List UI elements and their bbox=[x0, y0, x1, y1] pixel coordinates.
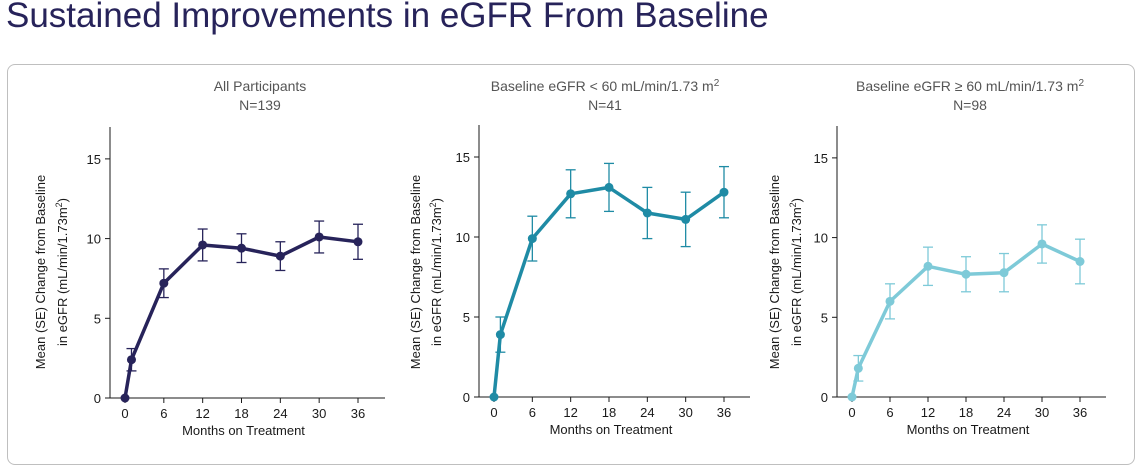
data-point bbox=[489, 392, 499, 402]
x-tick-label: 18 bbox=[959, 405, 973, 420]
data-point bbox=[495, 330, 505, 340]
y-axis-title-line-2: in eGFR (mL/min/1.73m2) bbox=[788, 198, 804, 346]
x-tick-label: 36 bbox=[1073, 405, 1087, 420]
data-point bbox=[353, 237, 363, 247]
data-point bbox=[847, 392, 857, 402]
x-tick-label: 6 bbox=[886, 405, 893, 420]
y-tick-label: 15 bbox=[456, 150, 470, 165]
data-point bbox=[681, 214, 691, 224]
data-point bbox=[275, 251, 285, 261]
y-tick-label: 5 bbox=[463, 310, 470, 325]
x-axis-title: Months on Treatment bbox=[182, 423, 305, 438]
x-tick-label: 6 bbox=[529, 405, 536, 420]
data-point bbox=[1075, 257, 1085, 266]
x-axis-title: Months on Treatment bbox=[550, 422, 673, 437]
chart-panel-3: Baseline eGFR ≥ 60 mL/min/1.73 m2 N=98 0 5 1… bbox=[767, 78, 1106, 437]
data-point bbox=[527, 234, 537, 244]
y-tick-label: 0 bbox=[821, 390, 828, 405]
x-tick-label: 18 bbox=[602, 405, 616, 420]
panel-n-count: N=98 bbox=[953, 97, 987, 113]
panel-title: All Participants bbox=[214, 78, 307, 94]
data-point bbox=[1037, 239, 1047, 249]
data-point bbox=[885, 296, 895, 306]
y-tick-label: 5 bbox=[821, 310, 828, 325]
y-tick-label: 10 bbox=[456, 230, 470, 245]
x-tick-label: 12 bbox=[563, 405, 577, 420]
data-point bbox=[604, 182, 614, 192]
y-tick-label: 10 bbox=[87, 232, 101, 247]
panel-n-count: N=139 bbox=[239, 97, 281, 113]
data-point bbox=[999, 268, 1009, 278]
x-axis-title: Months on Treatment bbox=[907, 422, 1030, 437]
panel-n-count: N=41 bbox=[588, 97, 622, 113]
series-line bbox=[123, 235, 360, 400]
chart-panel-1: All Participants N=139 0 5 10 15 0 6 12 18 24 30 36 M… bbox=[33, 78, 385, 438]
data-point bbox=[237, 243, 246, 253]
x-tick-label: 30 bbox=[1035, 405, 1049, 420]
data-point bbox=[961, 269, 971, 279]
y-tick-label: 10 bbox=[814, 231, 828, 246]
chart-panel-frame bbox=[7, 64, 1135, 465]
data-point bbox=[566, 189, 576, 199]
y-tick-label: 0 bbox=[463, 390, 470, 405]
x-tick-label: 0 bbox=[490, 405, 497, 420]
y-axis-title-line-1: Mean (SE) Change from Baseline bbox=[408, 175, 423, 369]
x-tick-label: 0 bbox=[121, 406, 128, 421]
x-tick-label: 18 bbox=[234, 406, 248, 421]
x-tick-label: 36 bbox=[717, 405, 731, 420]
y-tick-label: 15 bbox=[814, 151, 828, 166]
x-tick-label: 30 bbox=[312, 406, 326, 421]
data-point bbox=[719, 187, 729, 197]
y-axis-title-line-2: in eGFR (mL/min/1.73m2) bbox=[54, 198, 70, 346]
panel-title: Baseline eGFR ≥ 60 mL/min/1.73 m2 bbox=[856, 78, 1084, 94]
y-tick-label: 0 bbox=[94, 391, 101, 406]
y-tick-label: 5 bbox=[94, 311, 101, 326]
data-point bbox=[923, 261, 933, 271]
x-tick-label: 12 bbox=[195, 406, 209, 421]
y-axis-title-line-2: in eGFR (mL/min/1.73m2) bbox=[428, 198, 444, 346]
x-tick-label: 6 bbox=[160, 406, 167, 421]
panel-title: Baseline eGFR < 60 mL/min/1.73 m2 bbox=[491, 78, 720, 94]
x-tick-label: 0 bbox=[848, 405, 855, 420]
data-point bbox=[853, 363, 863, 373]
data-point bbox=[126, 355, 136, 365]
y-axis-title-line-1: Mean (SE) Change from Baseline bbox=[33, 175, 48, 369]
x-tick-label: 24 bbox=[273, 406, 287, 421]
x-tick-label: 24 bbox=[997, 405, 1011, 420]
page-title: Sustained Improvements in eGFR From Base… bbox=[6, 0, 769, 35]
x-tick-label: 30 bbox=[678, 405, 692, 420]
x-tick-label: 36 bbox=[351, 406, 365, 421]
series-line bbox=[850, 242, 1082, 399]
chart-panel-2: Baseline eGFR < 60 mL/min/1.73 m2 N=41 0 5 1… bbox=[408, 78, 750, 437]
series-line bbox=[492, 185, 726, 399]
x-tick-label: 12 bbox=[921, 405, 935, 420]
data-point bbox=[314, 232, 324, 242]
y-axis-title-line-1: Mean (SE) Change from Baseline bbox=[767, 175, 782, 369]
data-point bbox=[198, 240, 208, 250]
data-point bbox=[120, 393, 130, 403]
data-point bbox=[642, 208, 652, 218]
y-tick-label: 15 bbox=[87, 152, 101, 167]
data-point bbox=[159, 278, 169, 288]
x-tick-label: 24 bbox=[640, 405, 654, 420]
